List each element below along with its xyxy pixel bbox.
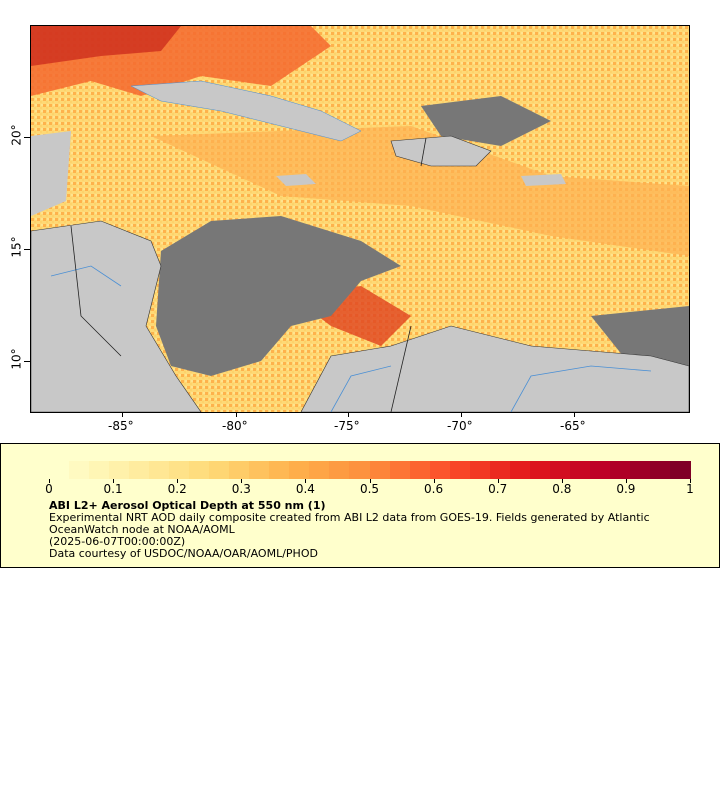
colorbar-step <box>189 461 210 479</box>
lon-label-85: -85° <box>108 419 134 433</box>
colorbar-tick-label: 0.1 <box>103 482 123 496</box>
colorbar-tick <box>49 479 50 483</box>
colorbar-step <box>329 461 350 479</box>
nodata-central <box>421 96 551 146</box>
colorbar-step <box>169 461 190 479</box>
lat-label-10: 10° <box>9 348 24 370</box>
lon-tick-75 <box>348 412 349 417</box>
colorbar-step <box>389 461 411 479</box>
colorbar-step <box>669 461 691 479</box>
legend-credit: Data courtesy of USDOC/NOAA/OAR/AOML/PHO… <box>49 547 318 560</box>
border-3 <box>420 137 427 167</box>
lon-label-70: -70° <box>447 419 473 433</box>
colorbar-tick <box>369 479 371 483</box>
colorbar-step <box>109 461 130 479</box>
legend-description-2: OceanWatch node at NOAA/AOML <box>49 523 235 536</box>
nodata-caribbean <box>156 216 401 376</box>
legend-title: ABI L2+ Aerosol Optical Depth at 550 nm … <box>49 499 326 512</box>
aod-high-northwest <box>31 26 181 66</box>
colorbar-tick-label: 0.2 <box>167 482 187 496</box>
river-3 <box>50 265 122 287</box>
colorbar-tick <box>625 479 627 483</box>
colorbar-tick-label: 0.9 <box>616 482 636 496</box>
lat-tick-15 <box>24 249 30 250</box>
colorbar-step <box>369 461 391 479</box>
colorbar-step <box>129 461 150 479</box>
land-florida-yucatan <box>31 131 71 216</box>
colorbar-step <box>269 461 290 479</box>
colorbar-step <box>69 461 90 479</box>
lon-tick-80 <box>236 412 237 417</box>
land-jamaica <box>276 174 316 186</box>
colorbar-step <box>449 461 471 479</box>
colorbar-tick-label: 0.5 <box>359 482 380 496</box>
colorbar-tick <box>113 479 115 483</box>
river-2 <box>510 365 652 412</box>
colorbar-tick-label: 0.4 <box>295 482 315 496</box>
colorbar-step <box>569 461 591 479</box>
land-south-america <box>300 325 689 412</box>
colorbar-step <box>149 461 170 479</box>
colorbar-tick <box>561 479 563 483</box>
colorbar-step <box>229 461 250 479</box>
colorbar-tick <box>241 479 243 483</box>
colorbar-step <box>409 461 431 479</box>
colorbar-step <box>309 461 330 479</box>
colorbar-tick <box>690 479 691 483</box>
colorbar-step <box>289 461 310 479</box>
border-1 <box>390 325 412 412</box>
colorbar-step <box>509 461 531 479</box>
lat-tick-10 <box>24 361 30 362</box>
lon-label-80: -80° <box>222 419 248 433</box>
map-svg <box>31 26 689 412</box>
lon-label-65: -65° <box>560 419 586 433</box>
colorbar-tick-label: 0.3 <box>231 482 251 496</box>
lon-tick-65 <box>574 412 575 417</box>
legend-panel: 0 0.1 0.2 0.3 0.4 0.5 0.6 0.7 0.8 0.9 1 ABI L2+ Ae… <box>0 443 720 568</box>
lat-tick-20 <box>24 137 30 138</box>
border-2 <box>70 225 122 357</box>
aod-map[interactable] <box>30 25 690 413</box>
colorbar-step <box>349 461 370 479</box>
colorbar-step <box>49 461 70 479</box>
colorbar-step <box>529 461 551 479</box>
colorbar-step <box>249 461 270 479</box>
river-1 <box>330 365 392 412</box>
aod-mid-band <box>151 126 689 256</box>
land-cuba <box>130 80 362 142</box>
legend-time: (2025-06-07T00:00:00Z) <box>49 535 186 548</box>
colorbar-tick <box>177 479 179 483</box>
colorbar-step <box>469 461 491 479</box>
colorbar-tick-label: 0.8 <box>552 482 572 496</box>
colorbar-step <box>549 461 571 479</box>
colorbar-step <box>489 461 511 479</box>
lon-label-75: -75° <box>334 419 360 433</box>
legend-text: ABI L2+ Aerosol Optical Depth at 550 nm … <box>49 500 689 560</box>
colorbar-tick-label: 0 <box>45 482 53 496</box>
colorbar-step <box>589 461 611 479</box>
colorbar-tick-label: 0.6 <box>424 482 444 496</box>
lon-tick-85 <box>122 412 123 417</box>
lon-tick-70 <box>461 412 462 417</box>
lat-label-20: 20° <box>9 124 24 146</box>
legend-description-1: Experimental NRT AOD daily composite cre… <box>49 511 650 524</box>
colorbar-tick <box>305 479 307 483</box>
colorbar-step <box>609 461 631 479</box>
colorbar-tick-label: 0.7 <box>488 482 508 496</box>
land-puerto-rico <box>521 174 566 186</box>
colorbar <box>49 461 691 479</box>
lat-label-15: 15° <box>9 236 24 258</box>
land-central-america <box>31 220 202 412</box>
colorbar-step <box>649 461 671 479</box>
colorbar-step <box>629 461 651 479</box>
colorbar-tick <box>433 479 435 483</box>
land-hispaniola <box>390 135 492 167</box>
colorbar-tick <box>497 479 499 483</box>
colorbar-step <box>429 461 451 479</box>
colorbar-step <box>89 461 110 479</box>
colorbar-tick-label: 1 <box>686 482 694 496</box>
colorbar-step <box>209 461 230 479</box>
